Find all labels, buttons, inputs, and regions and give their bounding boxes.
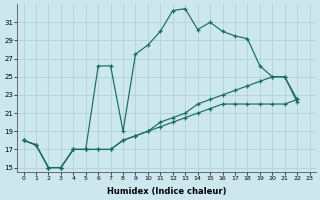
X-axis label: Humidex (Indice chaleur): Humidex (Indice chaleur) bbox=[107, 187, 226, 196]
